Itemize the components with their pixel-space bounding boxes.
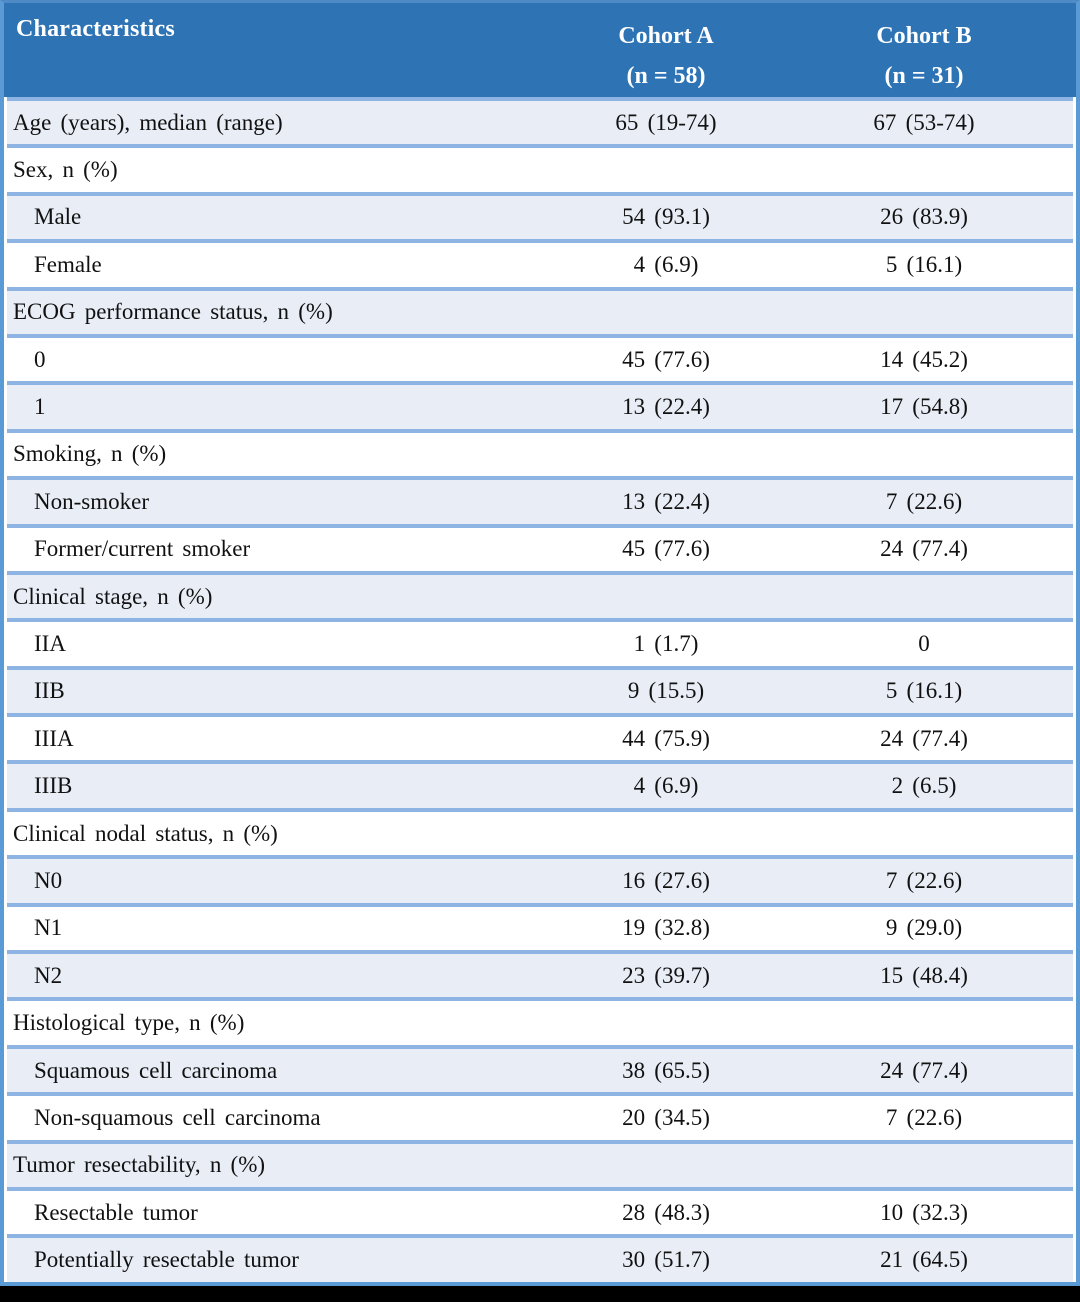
row-label: Smoking, n (%) <box>13 441 167 467</box>
table-row: Former/current smoker 45 (77.6) 24 (77.4… <box>7 523 1073 571</box>
cohort-b-n: (n = 31) <box>884 63 964 89</box>
cohort-a-value: 45 (77.6) <box>622 536 710 562</box>
table-row: Non-smoker 13 (22.4) 7 (22.6) <box>7 476 1073 524</box>
table-row: Non-squamous cell carcinoma 20 (34.5) 7 … <box>7 1092 1073 1140</box>
table-row: Clinical stage, n (%) <box>7 570 1073 619</box>
cohort-a-value: 44 (75.9) <box>622 725 710 751</box>
table-row: IIIB 4 (6.9) 2 (6.5) <box>7 760 1073 808</box>
bottom-black-bar <box>0 1285 1080 1302</box>
cohort-a-value: 4 (6.9) <box>633 251 699 277</box>
row-label: 0 <box>34 346 46 372</box>
cohort-b-value: 17 (54.8) <box>880 394 968 420</box>
row-label: Potentially resectable tumor <box>34 1247 299 1273</box>
table-row: Smoking, n (%) <box>7 428 1073 477</box>
cohort-b-value: 24 (77.4) <box>880 725 968 751</box>
cohort-b-title: Cohort B <box>876 23 972 49</box>
cohort-a-title: Cohort A <box>618 23 714 49</box>
row-label: ECOG performance status, n (%) <box>13 299 333 325</box>
cohort-a-value: 4 (6.9) <box>633 773 699 799</box>
cohort-a-value: 38 (65.5) <box>622 1057 710 1083</box>
row-label: Resectable tumor <box>34 1199 198 1225</box>
cohort-a-value: 23 (39.7) <box>622 962 710 988</box>
cohort-b-value: 15 (48.4) <box>880 962 968 988</box>
cohort-a-value: 54 (93.1) <box>622 204 710 230</box>
table-row: Male 54 (93.1) 26 (83.9) <box>7 191 1073 240</box>
cohort-b-value: 21 (64.5) <box>880 1247 968 1273</box>
cohort-a-value: 9 (15.5) <box>627 678 705 704</box>
row-label: Clinical nodal status, n (%) <box>13 820 278 846</box>
column-header-cohort-a: Cohort A (n = 58) <box>540 3 792 96</box>
table-row: Histological type, n (%) <box>7 997 1073 1045</box>
cohort-b-value: 0 <box>918 630 930 656</box>
cohort-a-value: 65 (19-74) <box>615 109 717 135</box>
row-label: IIB <box>34 678 65 704</box>
table-row: 1 13 (22.4) 17 (54.8) <box>7 381 1073 429</box>
table-row: IIIA 44 (75.9) 24 (77.4) <box>7 713 1073 761</box>
row-label: Age (years), median (range) <box>13 109 283 135</box>
cohort-a-value: 1 (1.7) <box>633 630 699 656</box>
row-label: Sex, n (%) <box>13 157 118 183</box>
row-label: Male <box>34 204 82 230</box>
row-label: N2 <box>34 962 63 988</box>
table-row: Squamous cell carcinoma 38 (65.5) 24 (77… <box>7 1044 1073 1093</box>
table-row: IIA 1 (1.7) 0 <box>7 618 1073 666</box>
cohort-b-value: 9 (29.0) <box>885 915 963 941</box>
row-label: Former/current smoker <box>34 536 251 562</box>
row-label: Squamous cell carcinoma <box>34 1057 278 1083</box>
row-label: IIA <box>34 630 66 656</box>
cohort-b-value: 14 (45.2) <box>880 346 968 372</box>
table-row: Sex, n (%) <box>7 144 1073 192</box>
cohort-a-value: 19 (32.8) <box>622 915 710 941</box>
column-header-cohort-b: Cohort B (n = 31) <box>792 3 1056 96</box>
table-row: Resectable tumor 28 (48.3) 10 (32.3) <box>7 1186 1073 1235</box>
cohort-b-value: 5 (16.1) <box>885 251 963 277</box>
cohort-a-value: 16 (27.6) <box>622 867 710 893</box>
cohort-b-value: 7 (22.6) <box>885 1104 963 1130</box>
cohort-b-value: 24 (77.4) <box>880 1057 968 1083</box>
cohort-a-value: 30 (51.7) <box>622 1247 710 1273</box>
cohort-a-value: 13 (22.4) <box>622 394 710 420</box>
table-row: Potentially resectable tumor 30 (51.7) 2… <box>7 1234 1073 1282</box>
table-row: IIB 9 (15.5) 5 (16.1) <box>7 665 1073 714</box>
table-row: Clinical nodal status, n (%) <box>7 807 1073 856</box>
column-header-characteristics: Characteristics <box>16 16 175 42</box>
cohort-b-value: 2 (6.5) <box>891 773 957 799</box>
table-row: Age (years), median (range) 65 (19-74) 6… <box>7 97 1073 145</box>
cohort-b-value: 26 (83.9) <box>880 204 968 230</box>
table-row: N1 19 (32.8) 9 (29.0) <box>7 902 1073 951</box>
cohort-a-value: 13 (22.4) <box>622 488 710 514</box>
cohort-a-value: 20 (34.5) <box>622 1104 710 1130</box>
row-label: N0 <box>34 867 63 893</box>
cohort-b-value: 5 (16.1) <box>885 678 963 704</box>
table-row: N0 16 (27.6) 7 (22.6) <box>7 855 1073 903</box>
row-label: 1 <box>34 394 46 420</box>
table-row: N2 23 (39.7) 15 (48.4) <box>7 950 1073 998</box>
table-row: Tumor resectability, n (%) <box>7 1139 1073 1187</box>
table-body: Age (years), median (range) 65 (19-74) 6… <box>4 97 1076 1282</box>
table-row: Female 4 (6.9) 5 (16.1) <box>7 239 1073 287</box>
row-label: Non-smoker <box>34 488 149 514</box>
cohort-b-value: 7 (22.6) <box>885 488 963 514</box>
table-header-row: Characteristics Cohort A (n = 58) Cohort… <box>4 3 1076 97</box>
table-row: 0 45 (77.6) 14 (45.2) <box>7 333 1073 382</box>
cohort-a-value: 45 (77.6) <box>622 346 710 372</box>
row-label: Female <box>34 251 102 277</box>
row-label: IIIB <box>34 773 73 799</box>
row-label: Clinical stage, n (%) <box>13 583 213 609</box>
table-row: ECOG performance status, n (%) <box>7 286 1073 334</box>
row-label: N1 <box>34 915 63 941</box>
cohort-b-value: 7 (22.6) <box>885 867 963 893</box>
cohort-b-value: 24 (77.4) <box>880 536 968 562</box>
cohort-a-value: 28 (48.3) <box>622 1199 710 1225</box>
cohort-b-value: 10 (32.3) <box>880 1199 968 1225</box>
row-label: Tumor resectability, n (%) <box>13 1152 266 1178</box>
row-label: Histological type, n (%) <box>13 1010 245 1036</box>
row-label: Non-squamous cell carcinoma <box>34 1104 321 1130</box>
cohort-b-value: 67 (53-74) <box>873 109 975 135</box>
row-label: IIIA <box>34 725 74 751</box>
cohort-a-n: (n = 58) <box>626 63 706 89</box>
